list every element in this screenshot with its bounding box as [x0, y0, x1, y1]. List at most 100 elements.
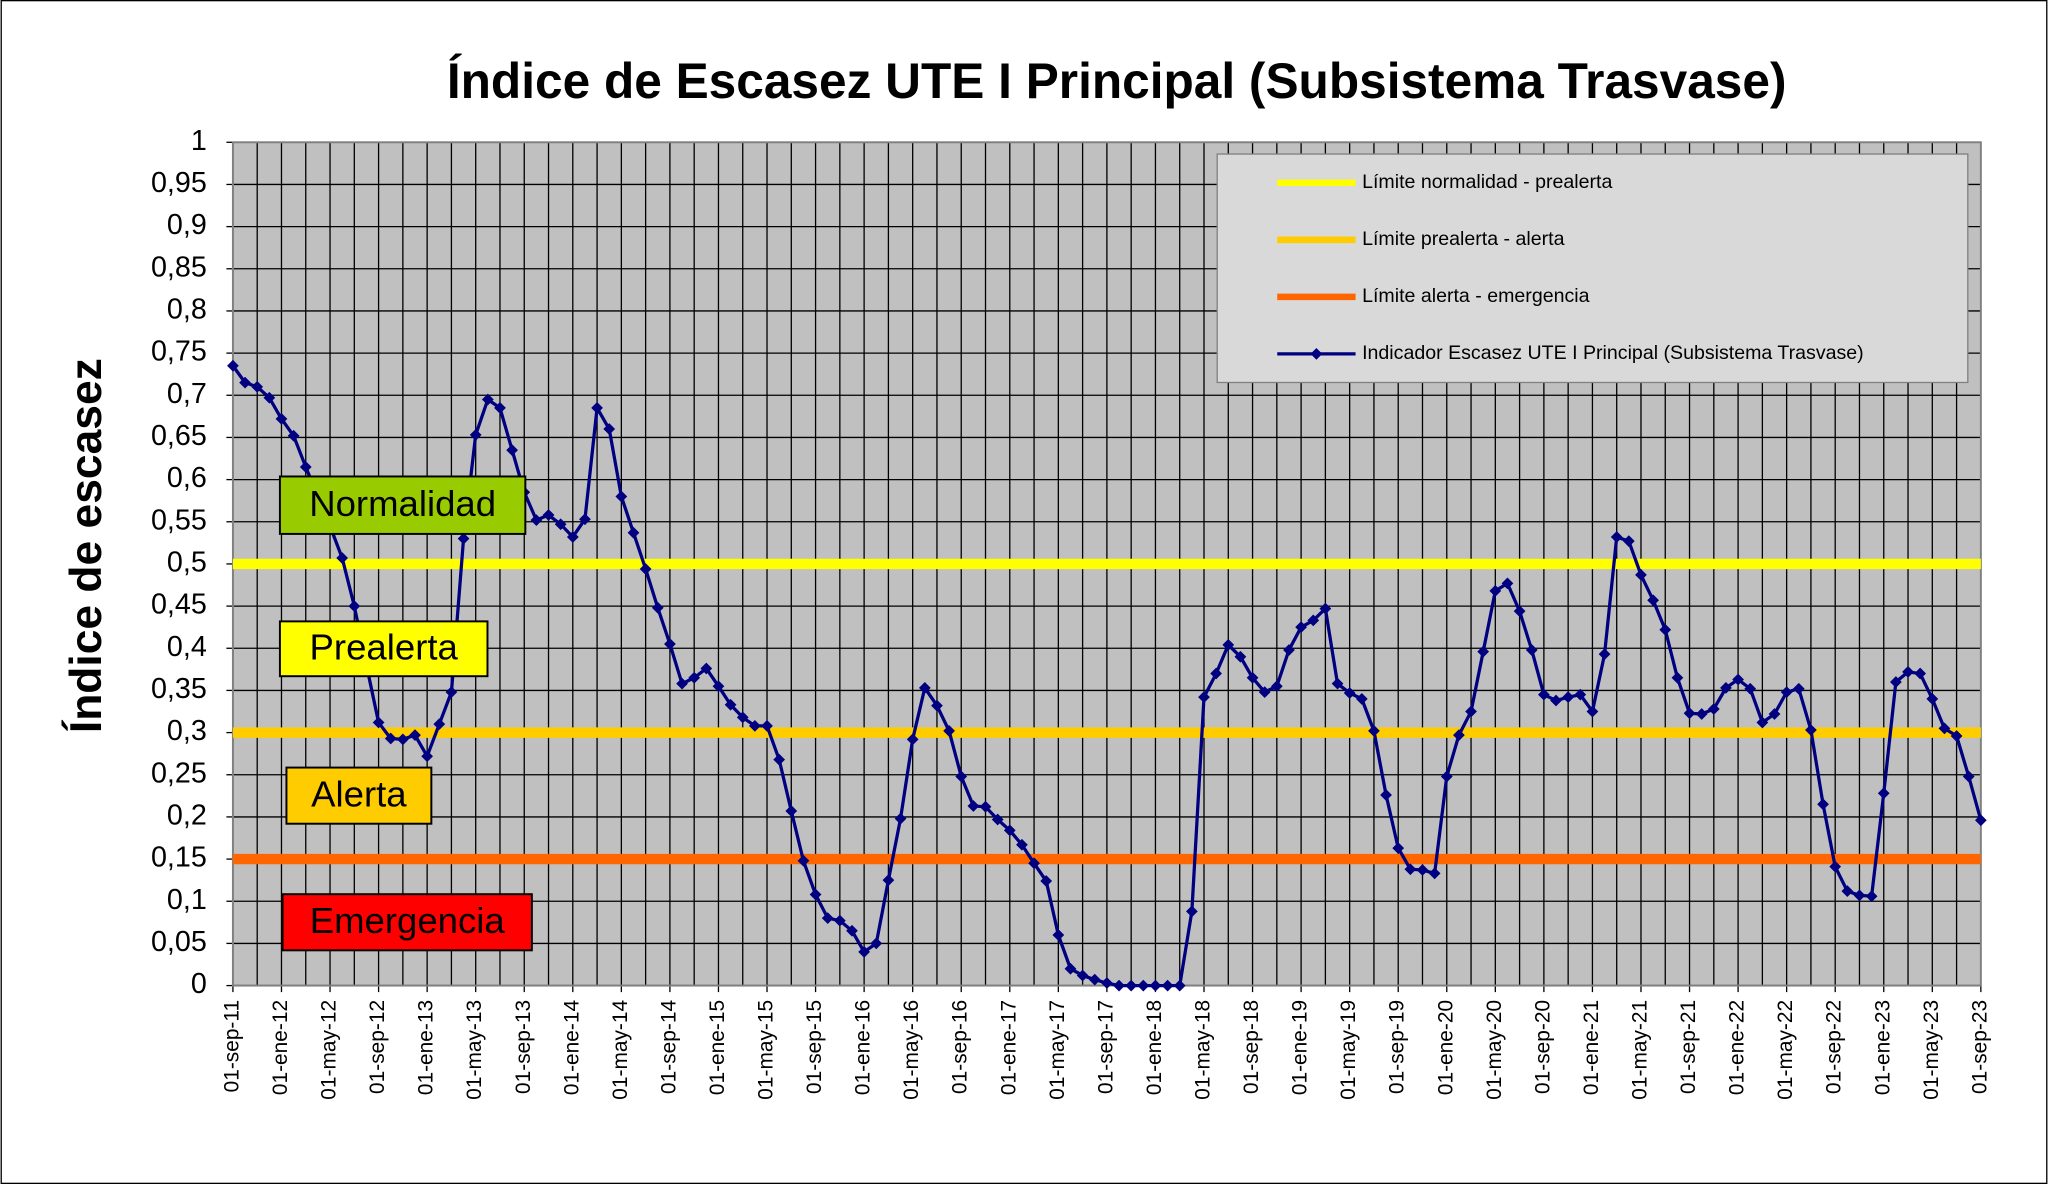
data-point — [1101, 977, 1113, 989]
data-point — [251, 380, 264, 393]
x-tick-label: 01-sep-20 — [1531, 1000, 1554, 1094]
x-tick-label: 01-may-13 — [463, 1000, 486, 1100]
y-tick-label: 0,1 — [167, 884, 207, 916]
data-point — [1440, 770, 1453, 783]
data-point — [1926, 692, 1939, 705]
data-point — [1877, 787, 1890, 800]
y-tick-label: 0,75 — [151, 336, 207, 368]
data-point — [1683, 707, 1696, 720]
x-tick-label: 01-sep-14 — [657, 1000, 680, 1094]
data-point — [396, 733, 409, 746]
data-point — [797, 854, 810, 867]
data-point — [1768, 708, 1781, 720]
data-point — [785, 805, 798, 817]
legend-label: Indicador Escasez UTE I Principal (Subsi… — [1362, 342, 1864, 364]
data-point — [1574, 688, 1587, 701]
x-tick-label: 01-ene-18 — [1143, 1000, 1166, 1095]
x-tick-label: 01-sep-12 — [366, 1000, 389, 1094]
x-tick-label: 01-may-20 — [1483, 1000, 1506, 1100]
x-tick-label: 01-sep-22 — [1823, 1000, 1846, 1094]
y-tick-label: 0,15 — [151, 842, 207, 874]
data-point — [433, 718, 446, 731]
zone-box — [285, 766, 433, 825]
data-point — [1744, 682, 1757, 695]
data-point — [566, 531, 579, 543]
x-tick-label: 01-may-19 — [1337, 1000, 1360, 1100]
y-tick-label: 0,4 — [167, 631, 207, 663]
data-point — [906, 733, 919, 746]
data-point — [1647, 594, 1659, 607]
data-point — [967, 800, 980, 812]
y-tick-label: 0,05 — [151, 926, 207, 958]
zone-label: Emergencia — [310, 900, 506, 941]
data-point — [421, 750, 434, 763]
data-point — [870, 937, 883, 950]
data-point — [384, 732, 397, 745]
y-tick-label: 0,25 — [151, 757, 207, 789]
data-point — [1525, 644, 1538, 656]
data-point — [651, 601, 664, 614]
y-tick-label: 0 — [191, 968, 207, 1000]
data-point — [469, 429, 482, 441]
data-point — [1416, 864, 1429, 876]
legend-marker — [1310, 348, 1323, 360]
data-point — [1125, 979, 1138, 992]
x-tick-label: 01-ene-19 — [1289, 1000, 1312, 1095]
zone-label: Alerta — [311, 774, 407, 815]
zone-box — [278, 475, 527, 535]
data-point — [1064, 962, 1077, 975]
data-point — [1720, 682, 1732, 694]
data-point — [336, 552, 349, 564]
y-tick-label: 0,5 — [167, 547, 207, 579]
data-point — [1380, 789, 1392, 801]
data-point — [1598, 648, 1611, 661]
data-point — [1331, 677, 1344, 690]
y-tick-label: 0,65 — [151, 420, 207, 452]
x-tick-label: 01-may-15 — [755, 1000, 778, 1100]
x-tick-label: 01-may-17 — [1046, 1000, 1069, 1100]
x-tick-label: 01-ene-22 — [1726, 1000, 1749, 1095]
x-tick-label: 01-may-16 — [900, 1000, 923, 1100]
x-tick-label: 01-ene-17 — [997, 1000, 1020, 1095]
data-point — [263, 391, 276, 404]
data-point — [1040, 875, 1053, 887]
data-point — [1173, 979, 1186, 992]
data-point — [409, 729, 421, 741]
legend-label: Límite prealerta - alerta — [1362, 228, 1565, 250]
x-tick-label: 01-ene-14 — [560, 1000, 583, 1095]
y-tick-label: 0,95 — [151, 167, 207, 199]
y-tick-label: 1 — [191, 125, 207, 157]
data-point — [761, 719, 773, 732]
data-point — [1938, 722, 1951, 735]
data-point — [1853, 889, 1866, 902]
data-point — [676, 677, 688, 690]
data-point — [821, 912, 834, 924]
data-point — [1635, 569, 1647, 581]
data-point — [615, 490, 628, 503]
data-point — [955, 770, 968, 783]
data-point — [700, 662, 713, 675]
data-point — [1841, 885, 1854, 898]
data-point — [1962, 770, 1975, 783]
data-point — [1392, 842, 1405, 854]
y-tick-label: 0,6 — [167, 462, 207, 494]
data-point — [1538, 688, 1550, 701]
legend-label: Límite normalidad - prealerta — [1362, 171, 1612, 193]
y-tick-label: 0,7 — [167, 378, 207, 410]
data-point — [494, 402, 506, 414]
data-point — [1707, 703, 1720, 715]
data-point — [1950, 730, 1963, 742]
data-point — [299, 461, 312, 473]
data-point — [882, 874, 895, 887]
y-tick-label: 0,8 — [167, 294, 207, 326]
chart-title: Índice de Escasez UTE I Principal (Subsi… — [447, 53, 1787, 109]
data-point — [1732, 673, 1744, 686]
x-tick-label: 01-ene-13 — [415, 1000, 438, 1095]
data-point — [1829, 860, 1842, 873]
x-tick-label: 01-may-14 — [609, 1000, 632, 1100]
x-tick-label: 01-sep-13 — [512, 1000, 535, 1094]
data-point — [931, 699, 943, 712]
zone-box — [281, 893, 533, 952]
zone-label: Prealerta — [310, 627, 459, 668]
